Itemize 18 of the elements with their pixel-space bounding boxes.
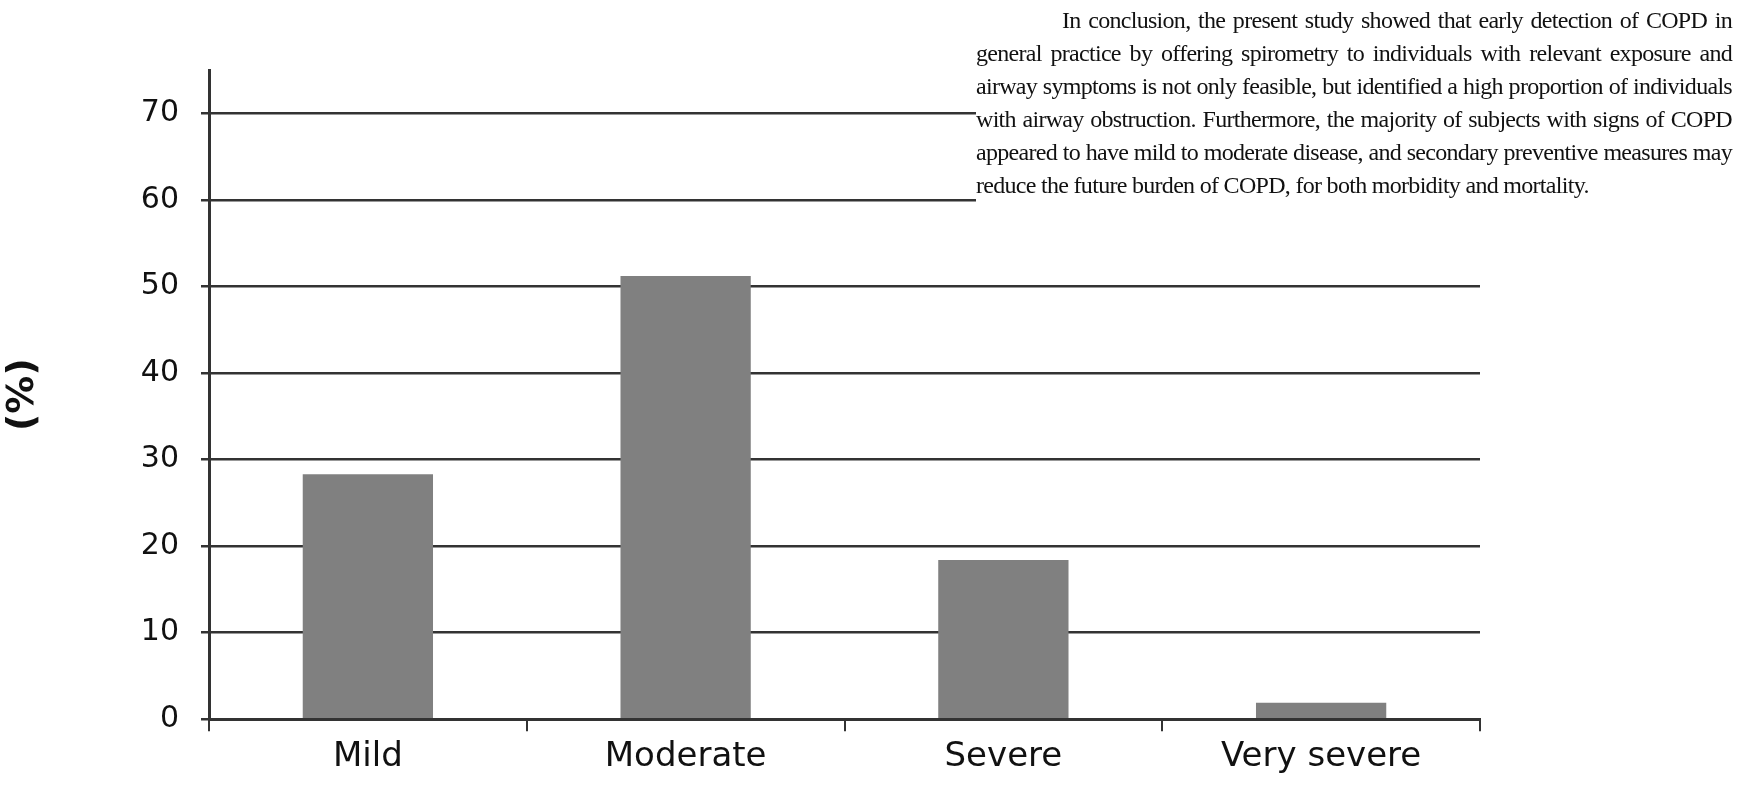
bar bbox=[1255, 702, 1387, 718]
y-tick-label: 10 bbox=[140, 612, 179, 648]
bar bbox=[938, 559, 1069, 718]
y-axis-title: (%) bbox=[0, 358, 42, 432]
bar bbox=[620, 276, 751, 718]
x-tick-label: Moderate bbox=[604, 734, 767, 775]
bar bbox=[302, 474, 434, 718]
x-tick-label: Very severe bbox=[1220, 734, 1422, 775]
y-tick-label: 0 bbox=[159, 699, 179, 734]
x-tick-label: Severe bbox=[944, 734, 1063, 775]
annotation: In conclusion, the present study showed that early detection of COPD in general practice by offering spirometry to individuals with relevant exposure and airway symptoms is not only feasible, but identified a high proportion of individuals with airway obstruction. Furthermore, the majority of subjects with signs of COPD appeared to have mild to moderate disease, and secondary preventive measures may reduce the future burden of COPD, for both morbidity and mortality. bbox=[976, 4, 1732, 202]
y-tick-label: 50 bbox=[140, 266, 179, 302]
y-tick-label: 20 bbox=[140, 525, 179, 561]
x-tick-label: Mild bbox=[332, 734, 403, 775]
y-tick-label: 60 bbox=[140, 179, 179, 215]
y-tick-label: 70 bbox=[140, 93, 179, 129]
y-tick-label: 30 bbox=[140, 439, 179, 475]
y-tick-label: 40 bbox=[140, 352, 179, 388]
